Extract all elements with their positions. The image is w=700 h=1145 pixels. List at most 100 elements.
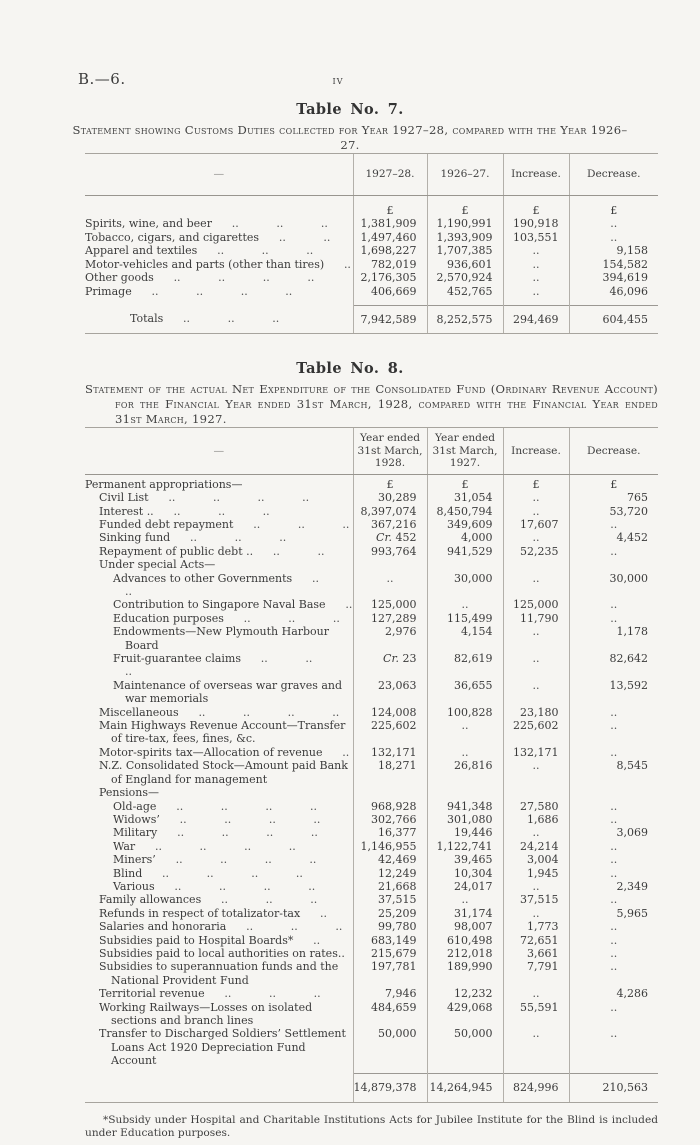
cell-value: 132,171 xyxy=(352,745,427,760)
cell-value: 14,264,945 xyxy=(426,1073,503,1103)
table-row: N.Z. Consolidated Stock—Amount paid Bank… xyxy=(85,759,658,787)
cell-value: 189,990 xyxy=(426,960,503,988)
totals-row: Totals.. .. .. 7,942,589 8,252,575 294,469 6… xyxy=(85,304,658,335)
row-label: Subsidies paid to local authorities on r… xyxy=(99,946,345,960)
table-row: Subsidies to superannuation funds and th… xyxy=(85,960,658,988)
dot-leader: .. .. .. xyxy=(173,504,270,518)
table-row: Apparel and textiles.. .. .. 1,698,227 1,7… xyxy=(85,244,658,258)
table-row: Motor-spirits tax—Allocation of revenue.… xyxy=(85,745,658,760)
cell-value: .. xyxy=(502,652,569,679)
row-label: Motor-vehicles and parts (other than tir… xyxy=(85,257,351,271)
cell-value: 604,455 xyxy=(568,304,658,335)
row-label: War.. .. .. .. xyxy=(113,839,296,853)
cell-value: 37,515 xyxy=(502,893,569,907)
cell-value: 394,619 xyxy=(568,271,658,286)
row-label xyxy=(85,1073,353,1103)
cell-value: .. xyxy=(502,678,569,706)
cell-value: 1,707,385 xyxy=(426,244,503,258)
cell-value: 53,720 xyxy=(568,504,658,518)
cell-value: 993,764 xyxy=(352,544,427,559)
table-row: Maintenance of overseas war graves and w… xyxy=(85,678,658,706)
cell-value xyxy=(568,786,658,800)
dot-leader: .. .. .. xyxy=(253,517,350,531)
cell-value: .. xyxy=(502,759,569,787)
dot-leader: .. xyxy=(342,745,350,759)
column-header-year-1928: Year ended 31st March, 1928. xyxy=(352,427,427,475)
cell-value: 8,252,575 xyxy=(426,304,503,335)
cell-value: 215,679 xyxy=(352,946,427,961)
dot-leader: .. .. .. xyxy=(224,987,321,1001)
cell-value: 26,816 xyxy=(426,759,503,787)
table-row: Spirits, wine, and beer.. .. .. 1,381,909… xyxy=(85,217,658,231)
table8-container: — Year ended 31st March, 1928. Year ende… xyxy=(85,427,658,1103)
dot-leader: .. xyxy=(343,257,351,271)
cell-value: 452,765 xyxy=(426,285,503,306)
table-row: Tobacco, cigars, and cigarettes.. .. 1,49… xyxy=(85,230,658,245)
cell-value: .. xyxy=(426,719,503,746)
cell-value: 1,686 xyxy=(502,812,569,827)
cell-value xyxy=(352,786,427,800)
cell-value: 36,655 xyxy=(426,678,503,706)
row-label: Subsidies to superannuation funds and th… xyxy=(99,960,342,987)
row-label: Primage.. .. .. .. xyxy=(85,285,293,299)
dot-leader: .. .. .. xyxy=(221,893,318,907)
row-label: Blind.. .. .. .. xyxy=(113,866,303,880)
cell-value: .. xyxy=(568,1000,658,1028)
table-row: Repayment of public debt .... .. 993,764 9… xyxy=(85,544,658,559)
cell-value: 2,349 xyxy=(568,879,658,894)
cell-value: 18,271 xyxy=(352,759,427,787)
cell-value: 55,591 xyxy=(502,1000,569,1028)
cell-value: .. xyxy=(502,625,569,653)
dot-leader: .. .. .. .. xyxy=(176,799,317,813)
table-row: Old-age.. .. .. .. 968,928 941,348 27,580.. xyxy=(85,799,658,813)
cell-value: 302,766 xyxy=(352,812,427,827)
cell-value: 1,773 xyxy=(502,920,569,934)
cell-value: .. xyxy=(426,745,503,760)
row-label: Subsidies paid to Hospital Boards*.. xyxy=(99,933,321,947)
cell-value: 936,601 xyxy=(426,257,503,272)
cell-value: 5,965 xyxy=(568,906,658,921)
table-row: Funded debt repayment.. .. .. 367,216 349,… xyxy=(85,517,658,532)
cell-value: 14,879,378 xyxy=(352,1073,427,1103)
table-row: Miners’.. .. .. .. 42,469 39,465 3,004.. xyxy=(85,853,658,867)
column-header-year-1927: Year ended 31st March, 1927. xyxy=(426,427,503,475)
cell-value: .. xyxy=(502,271,569,286)
cell-value: Cr. 452 xyxy=(352,531,427,545)
cell-value xyxy=(502,558,569,572)
cell-value: .. xyxy=(502,531,569,545)
dot-leader: .. .. .. .. xyxy=(168,491,310,505)
cell-value: £ xyxy=(352,474,427,492)
cell-value: 24,017 xyxy=(426,879,503,894)
cell-value: 82,619 xyxy=(426,652,503,679)
cell-value: 2,570,924 xyxy=(426,271,503,286)
cell-value: .. xyxy=(426,893,503,907)
column-header-1926-27: 1926–27. xyxy=(426,153,503,196)
cell-value: .. xyxy=(568,598,658,612)
dot-leader: .. .. xyxy=(278,230,331,244)
cell-value: .. xyxy=(502,285,569,306)
cell-value: £ xyxy=(426,195,503,218)
dot-leader: .. .. .. .. xyxy=(198,705,340,719)
cell-value: 349,609 xyxy=(426,517,503,532)
cell-value: 4,000 xyxy=(426,531,503,545)
cell-value: 1,190,991 xyxy=(426,217,503,231)
table-row: Advances to other Governments.. .... 30,0… xyxy=(85,571,658,599)
cell-value: £ xyxy=(502,474,569,492)
cell-value: 72,651 xyxy=(502,933,569,947)
cell-value: 3,661 xyxy=(502,946,569,961)
header-row: — Year ended 31st March, 1928. Year ende… xyxy=(85,427,658,475)
table-row: War.. .. .. .. 1,146,955 1,122,741 24,214.. xyxy=(85,839,658,854)
row-label: Military.. .. .. .. xyxy=(113,826,318,840)
row-label: Main Highways Revenue Account—Transfer o… xyxy=(99,719,349,746)
page-header: B.—6. iv xyxy=(78,70,658,88)
cell-value: .. xyxy=(426,598,503,612)
dot-leader: .. .. .. .. xyxy=(179,812,321,826)
cell-value: 98,007 xyxy=(426,920,503,934)
table-row: Interest .... .. .. 8,397,074 8,450,794.. 5… xyxy=(85,504,658,518)
cell-value: 1,698,227 xyxy=(352,244,427,258)
dot-leader: .. .. .. xyxy=(183,312,280,326)
cell-value: .. xyxy=(502,504,569,518)
table-row: Motor-vehicles and parts (other than tir… xyxy=(85,257,658,272)
table-row: Territorial revenue.. .. .. 7,946 12,232..… xyxy=(85,987,658,1001)
cell-value: .. xyxy=(568,799,658,813)
